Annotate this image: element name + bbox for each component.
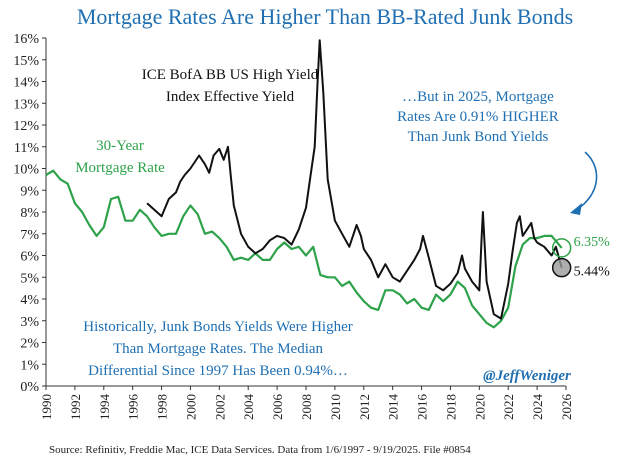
- y-tick-label: 9%: [20, 184, 39, 199]
- x-tick-label: 2010: [328, 394, 343, 420]
- end-marker-mortgage: [551, 238, 572, 258]
- author-handle: @JeffWeniger: [483, 368, 571, 384]
- x-tick-label: 2014: [386, 394, 401, 421]
- end-label-junk: 5.44%: [574, 265, 611, 280]
- y-tick-label: 4%: [20, 293, 39, 308]
- series-line-mortgage: [45, 169, 563, 329]
- x-tick-label: 1994: [97, 394, 112, 421]
- x-tick-label: 2022: [501, 394, 516, 420]
- y-tick-label: 1%: [20, 358, 39, 373]
- annotation-bottom-left-line2: Than Mortgage Rates. The Median: [113, 341, 324, 357]
- series-lines: [45, 39, 563, 329]
- annotation-arrow-head: [570, 203, 582, 215]
- plot-area: 0% 1% 2% 3% 4% 5% 6% 7% 8% 9% 10% 11% 12% 13% 14% 15% 16…: [13, 32, 574, 420]
- x-tick-label: 2020: [472, 394, 487, 420]
- y-tick-label: 10%: [13, 163, 39, 178]
- x-tick-label: 2016: [415, 394, 430, 421]
- x-tick-label: 2024: [530, 394, 545, 421]
- series-line-junk: [146, 39, 563, 320]
- y-tick-label: 11%: [14, 141, 39, 156]
- y-tick-label: 5%: [20, 271, 39, 286]
- y-tick-label: 8%: [20, 206, 39, 221]
- annotation-bottom-left-line3: Differential Since 1997 Has Been 0.94%…: [88, 363, 348, 379]
- x-tick-label: 2000: [183, 394, 198, 420]
- y-tick-label: 14%: [13, 76, 39, 91]
- x-tick-label: 2006: [270, 394, 285, 421]
- x-tick-label: 1998: [155, 394, 170, 420]
- chart-title: Mortgage Rates Are Higher Than BB-Rated …: [77, 4, 573, 29]
- series-name-junk-line1: ICE BofA BB US High Yield: [142, 67, 319, 83]
- y-tick-label: 0%: [20, 380, 39, 395]
- end-label-mortgage: 6.35%: [574, 235, 611, 250]
- x-tick-label: 2008: [299, 394, 314, 420]
- series-name-mortgage-line2: Mortgage Rate: [75, 160, 165, 176]
- y-tick-label: 15%: [13, 54, 39, 69]
- x-tick-label: 2002: [212, 394, 227, 420]
- x-tick-label: 1996: [126, 394, 141, 421]
- annotation-top-right-line2: Rates Are 0.91% HIGHER: [397, 109, 559, 125]
- annotation-top-right-line1: …But in 2025, Mortgage: [402, 89, 554, 105]
- annotation-bottom-left-line1: Historically, Junk Bonds Yields Were Hig…: [83, 319, 352, 335]
- annotation-top-right-line3: Than Junk Bond Yields: [408, 129, 549, 145]
- series-name-junk-line2: Index Effective Yield: [166, 89, 295, 105]
- y-tick-label: 2%: [20, 337, 39, 352]
- y-tick-label: 13%: [13, 97, 39, 112]
- x-axis-ticks: 1990 1992 1994 1996 1998 2000 2002 2004 2006 2008…: [39, 386, 574, 420]
- end-marker-junk: [551, 257, 572, 278]
- x-tick-label: 2018: [443, 394, 458, 420]
- x-tick-label: 1992: [68, 394, 83, 420]
- y-tick-label: 6%: [20, 250, 39, 265]
- y-tick-label: 16%: [13, 32, 39, 47]
- x-tick-label: 2004: [241, 394, 256, 421]
- x-tick-label: 1990: [39, 394, 54, 420]
- series-name-mortgage-line1: 30-Year: [96, 138, 144, 154]
- x-tick-label: 2012: [357, 394, 372, 420]
- y-tick-label: 3%: [20, 315, 39, 330]
- y-axis-ticks: 0% 1% 2% 3% 4% 5% 6% 7% 8% 9% 10% 11% 12% 13% 14% 15% 16…: [13, 32, 46, 395]
- annotation-arrow-curve: [575, 151, 598, 211]
- source-note: Source: Refinitiv, Freddie Mac, ICE Data…: [49, 444, 471, 456]
- y-tick-label: 12%: [13, 119, 39, 134]
- end-markers: [551, 238, 572, 278]
- x-tick-label: 2026: [559, 394, 574, 421]
- y-tick-label: 7%: [20, 228, 39, 243]
